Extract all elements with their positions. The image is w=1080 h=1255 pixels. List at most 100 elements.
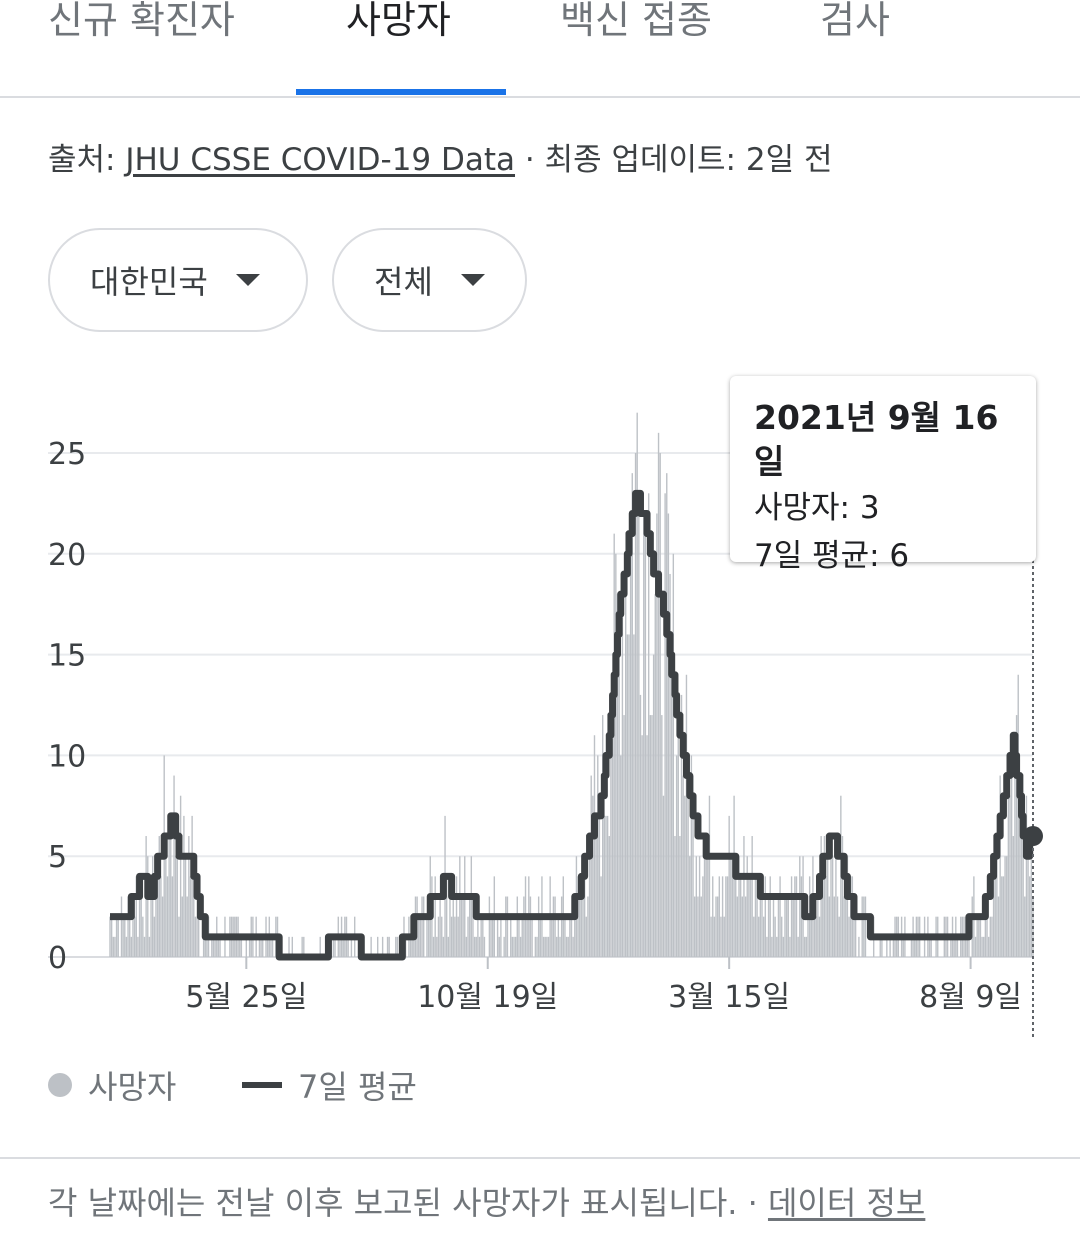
bar xyxy=(634,453,637,957)
bar xyxy=(784,896,786,957)
bar xyxy=(519,936,522,957)
bar xyxy=(815,916,817,957)
bar xyxy=(616,594,619,957)
range-dropdown[interactable]: 전체 xyxy=(332,228,527,332)
y-tick-label: 0 xyxy=(48,941,67,976)
bar xyxy=(457,916,459,957)
bar xyxy=(386,936,389,957)
bar xyxy=(864,896,867,957)
bar xyxy=(726,876,729,957)
bar xyxy=(698,856,701,957)
bar xyxy=(700,896,702,957)
bar xyxy=(445,876,448,957)
bar xyxy=(997,896,1000,957)
bar xyxy=(115,916,118,957)
bar xyxy=(807,916,809,957)
bar xyxy=(193,856,195,957)
bar xyxy=(687,755,689,957)
bar xyxy=(148,936,151,957)
bar xyxy=(129,896,131,957)
bar xyxy=(122,916,124,957)
bar xyxy=(468,896,471,957)
bar xyxy=(197,896,200,957)
bar xyxy=(623,715,625,957)
bar xyxy=(794,876,796,957)
bar xyxy=(853,916,855,957)
bar xyxy=(460,896,463,957)
deaths-chart[interactable]: 0 5 10 15 20 25 5월 25일 10월 19일 3월 15일 8월 9일 xyxy=(0,360,1080,1050)
bar xyxy=(863,896,865,957)
bar xyxy=(608,836,610,957)
data-info-link[interactable]: 데이터 정보 xyxy=(767,1184,926,1222)
bar xyxy=(171,876,174,957)
bar xyxy=(482,916,484,957)
bar xyxy=(986,916,988,957)
bar xyxy=(188,836,190,957)
tab-tests[interactable]: 검사 xyxy=(820,0,890,42)
bar xyxy=(984,916,987,957)
bar xyxy=(639,694,642,957)
tab-new-cases[interactable]: 신규 확진자 xyxy=(48,0,235,42)
bar xyxy=(301,936,303,957)
bar xyxy=(150,896,152,957)
bar xyxy=(191,815,193,957)
bar xyxy=(421,896,423,957)
bar xyxy=(950,936,952,957)
bar xyxy=(739,876,742,957)
bar xyxy=(670,654,673,957)
bar xyxy=(112,936,114,957)
bar xyxy=(652,654,655,957)
source-link[interactable]: JHU CSSE COVID-19 Data xyxy=(125,142,516,178)
bar xyxy=(693,896,696,957)
tab-deaths[interactable]: 사망자 xyxy=(346,0,451,42)
bar xyxy=(754,876,757,957)
bar xyxy=(677,694,679,957)
region-dropdown[interactable]: 대한민국 xyxy=(48,228,308,332)
bar xyxy=(692,775,694,957)
bar xyxy=(1012,836,1014,957)
bar xyxy=(455,876,458,957)
bar xyxy=(270,936,272,957)
bar xyxy=(610,755,612,957)
bar xyxy=(587,896,589,957)
bar xyxy=(1001,876,1003,957)
bar xyxy=(165,836,167,957)
bar xyxy=(999,775,1001,957)
bar xyxy=(409,936,412,957)
bar xyxy=(664,493,666,957)
bar xyxy=(583,876,586,957)
bar xyxy=(624,573,627,957)
tooltip-average: 7일 평균: 6 xyxy=(754,538,910,574)
bar xyxy=(189,876,192,957)
bar xyxy=(248,936,251,957)
bar xyxy=(1007,755,1010,957)
tab-vaccinations[interactable]: 백신 접종 xyxy=(560,0,712,42)
bar xyxy=(288,936,290,957)
bar xyxy=(636,412,638,957)
bar xyxy=(983,936,985,957)
bar xyxy=(661,715,663,957)
bar xyxy=(174,856,177,957)
bar xyxy=(646,735,648,957)
bar xyxy=(613,533,615,957)
bar xyxy=(697,896,699,957)
bar xyxy=(370,936,372,957)
bar xyxy=(441,916,443,957)
bar xyxy=(708,795,711,957)
bar xyxy=(212,936,215,957)
bar xyxy=(569,916,571,957)
bar xyxy=(217,936,220,957)
bar xyxy=(979,916,982,957)
bar xyxy=(753,916,755,957)
bar xyxy=(377,936,379,957)
bar xyxy=(602,715,604,957)
bar xyxy=(547,936,550,957)
bar xyxy=(600,876,602,957)
bar xyxy=(567,936,569,957)
bar xyxy=(473,936,476,957)
bar xyxy=(166,876,169,957)
bar xyxy=(196,916,198,957)
bar xyxy=(147,856,149,957)
bar xyxy=(605,815,607,957)
bar xyxy=(593,735,596,957)
